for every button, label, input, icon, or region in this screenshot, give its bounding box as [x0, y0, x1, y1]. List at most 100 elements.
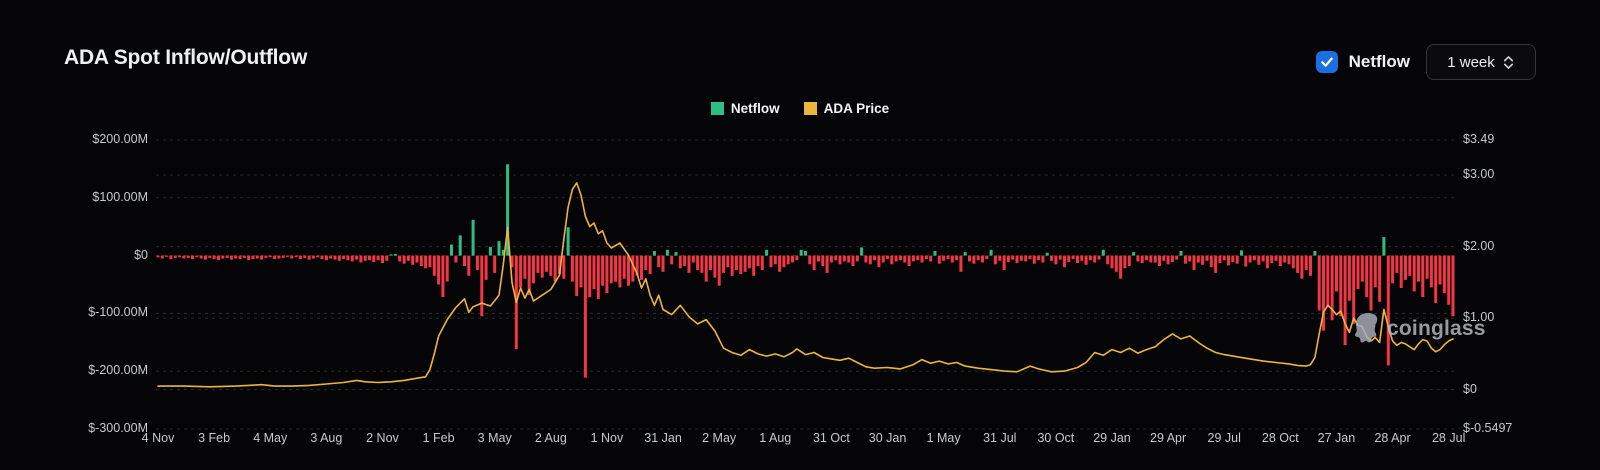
netflow-bar [1404, 255, 1407, 280]
netflow-bar [1317, 255, 1321, 311]
netflow-bar [989, 249, 993, 256]
netflow-bar [821, 255, 825, 266]
netflow-bar [385, 255, 389, 261]
netflow-bar [1399, 255, 1403, 288]
checkmark-icon [1320, 57, 1333, 67]
netflow-bar [981, 255, 984, 263]
netflow-bar [277, 255, 281, 259]
netflow-bar [972, 255, 976, 264]
netflow-bar [178, 255, 182, 258]
netflow-bar [1447, 255, 1451, 305]
netflow-bar [873, 255, 877, 261]
netflow-bar [424, 255, 428, 269]
netflow-bar [661, 255, 665, 272]
netflow-bar [1058, 255, 1062, 260]
netflow-bar [959, 255, 963, 272]
ada-price-swatch [803, 102, 817, 115]
netflow-bar [804, 251, 807, 256]
netflow-bar [899, 255, 902, 261]
axis-tick-label: 2 Aug [534, 431, 567, 445]
netflow-bar [432, 255, 436, 276]
netflow-bar [329, 255, 333, 259]
netflow-bar [937, 255, 941, 264]
interval-select[interactable]: 1 week [1426, 44, 1536, 80]
netflow-bar [1080, 255, 1084, 261]
netflow-bar [1050, 255, 1053, 261]
netflow-bar [743, 255, 747, 272]
netflow-bar [208, 255, 212, 258]
netflow-bar [169, 255, 173, 260]
netflow-bar [756, 255, 760, 266]
axis-tick-label: 30 Oct [1037, 431, 1075, 445]
axis-tick-label: $200.00M [92, 132, 148, 146]
axis-tick-label: $-200.00M [88, 363, 148, 378]
netflow-bar [506, 164, 510, 256]
axis-tick-label: 4 Nov [141, 431, 175, 445]
netflow-bar [1313, 251, 1317, 256]
netflow-bar [769, 255, 773, 268]
netflow-bar [1015, 255, 1019, 264]
netflow-bar [1300, 255, 1304, 279]
netflow-bar [186, 255, 190, 258]
netflow-bar [475, 255, 479, 271]
netflow-bar [1123, 255, 1127, 269]
netflow-bar [268, 255, 272, 258]
axis-tick-label: 1 Nov [590, 431, 624, 445]
netflow-bar [1153, 255, 1157, 263]
netflow-bar [583, 255, 587, 378]
netflow-checkbox[interactable] [1315, 51, 1338, 73]
netflow-bar [739, 255, 743, 275]
netflow-bar [1196, 255, 1200, 263]
netflow-bar [722, 255, 725, 273]
axis-tick-label: $-100.00M [88, 305, 148, 320]
legend-item-ada-price[interactable]: ADA Price [803, 101, 889, 116]
netflow-bar [1421, 255, 1425, 298]
axis-tick-label: 3 May [477, 431, 512, 445]
netflow-bar [1028, 255, 1032, 260]
netflow-bar [1244, 255, 1248, 267]
netflow-bar [255, 255, 259, 259]
axis-tick-label: $3.00 [1463, 167, 1495, 182]
netflow-bar [838, 255, 842, 265]
netflow-bar [933, 251, 937, 256]
netflow-bar [795, 255, 799, 261]
netflow-bar [622, 255, 626, 279]
netflow-bar [687, 255, 691, 273]
netflow-bar [860, 247, 864, 256]
netflow-bar [946, 255, 950, 260]
netflow-bar [894, 255, 898, 262]
netflow-bar [1386, 255, 1390, 366]
netflow-bar [1360, 255, 1364, 282]
netflow-bar [657, 255, 661, 268]
netflow-bar [1101, 249, 1105, 256]
netflow-bar [1391, 255, 1395, 284]
netflow-bar [1032, 255, 1036, 264]
netflow-bar [890, 255, 894, 265]
netflow-bar [536, 255, 540, 273]
header-controls: Netflow 1 week [1315, 44, 1536, 80]
netflow-toggle[interactable]: Netflow [1315, 51, 1410, 73]
axis-tick-label: 2 Nov [366, 431, 399, 445]
netflow-bar [191, 255, 194, 260]
netflow-bar [1309, 255, 1312, 276]
netflow-bar [372, 255, 376, 262]
netflow-bar [855, 255, 859, 262]
netflow-bar [523, 255, 527, 279]
netflow-bar [406, 255, 410, 261]
netflow-bar [1408, 255, 1412, 276]
netflow-bar [1291, 255, 1295, 269]
netflow-bar [868, 255, 872, 265]
netflow-bar [1145, 255, 1148, 261]
netflow-bar [709, 255, 712, 271]
netflow-bar [419, 255, 423, 266]
netflow-bar [1149, 255, 1153, 263]
netflow-bar [1265, 255, 1269, 269]
chevron-updown-icon [1503, 55, 1513, 69]
netflow-bar [1235, 255, 1239, 264]
netflow-bar [648, 255, 652, 275]
netflow-bar [298, 255, 302, 260]
netflow-bar [700, 255, 704, 273]
netflow-bar [752, 255, 756, 276]
legend-item-netflow[interactable]: Netflow [710, 101, 780, 116]
